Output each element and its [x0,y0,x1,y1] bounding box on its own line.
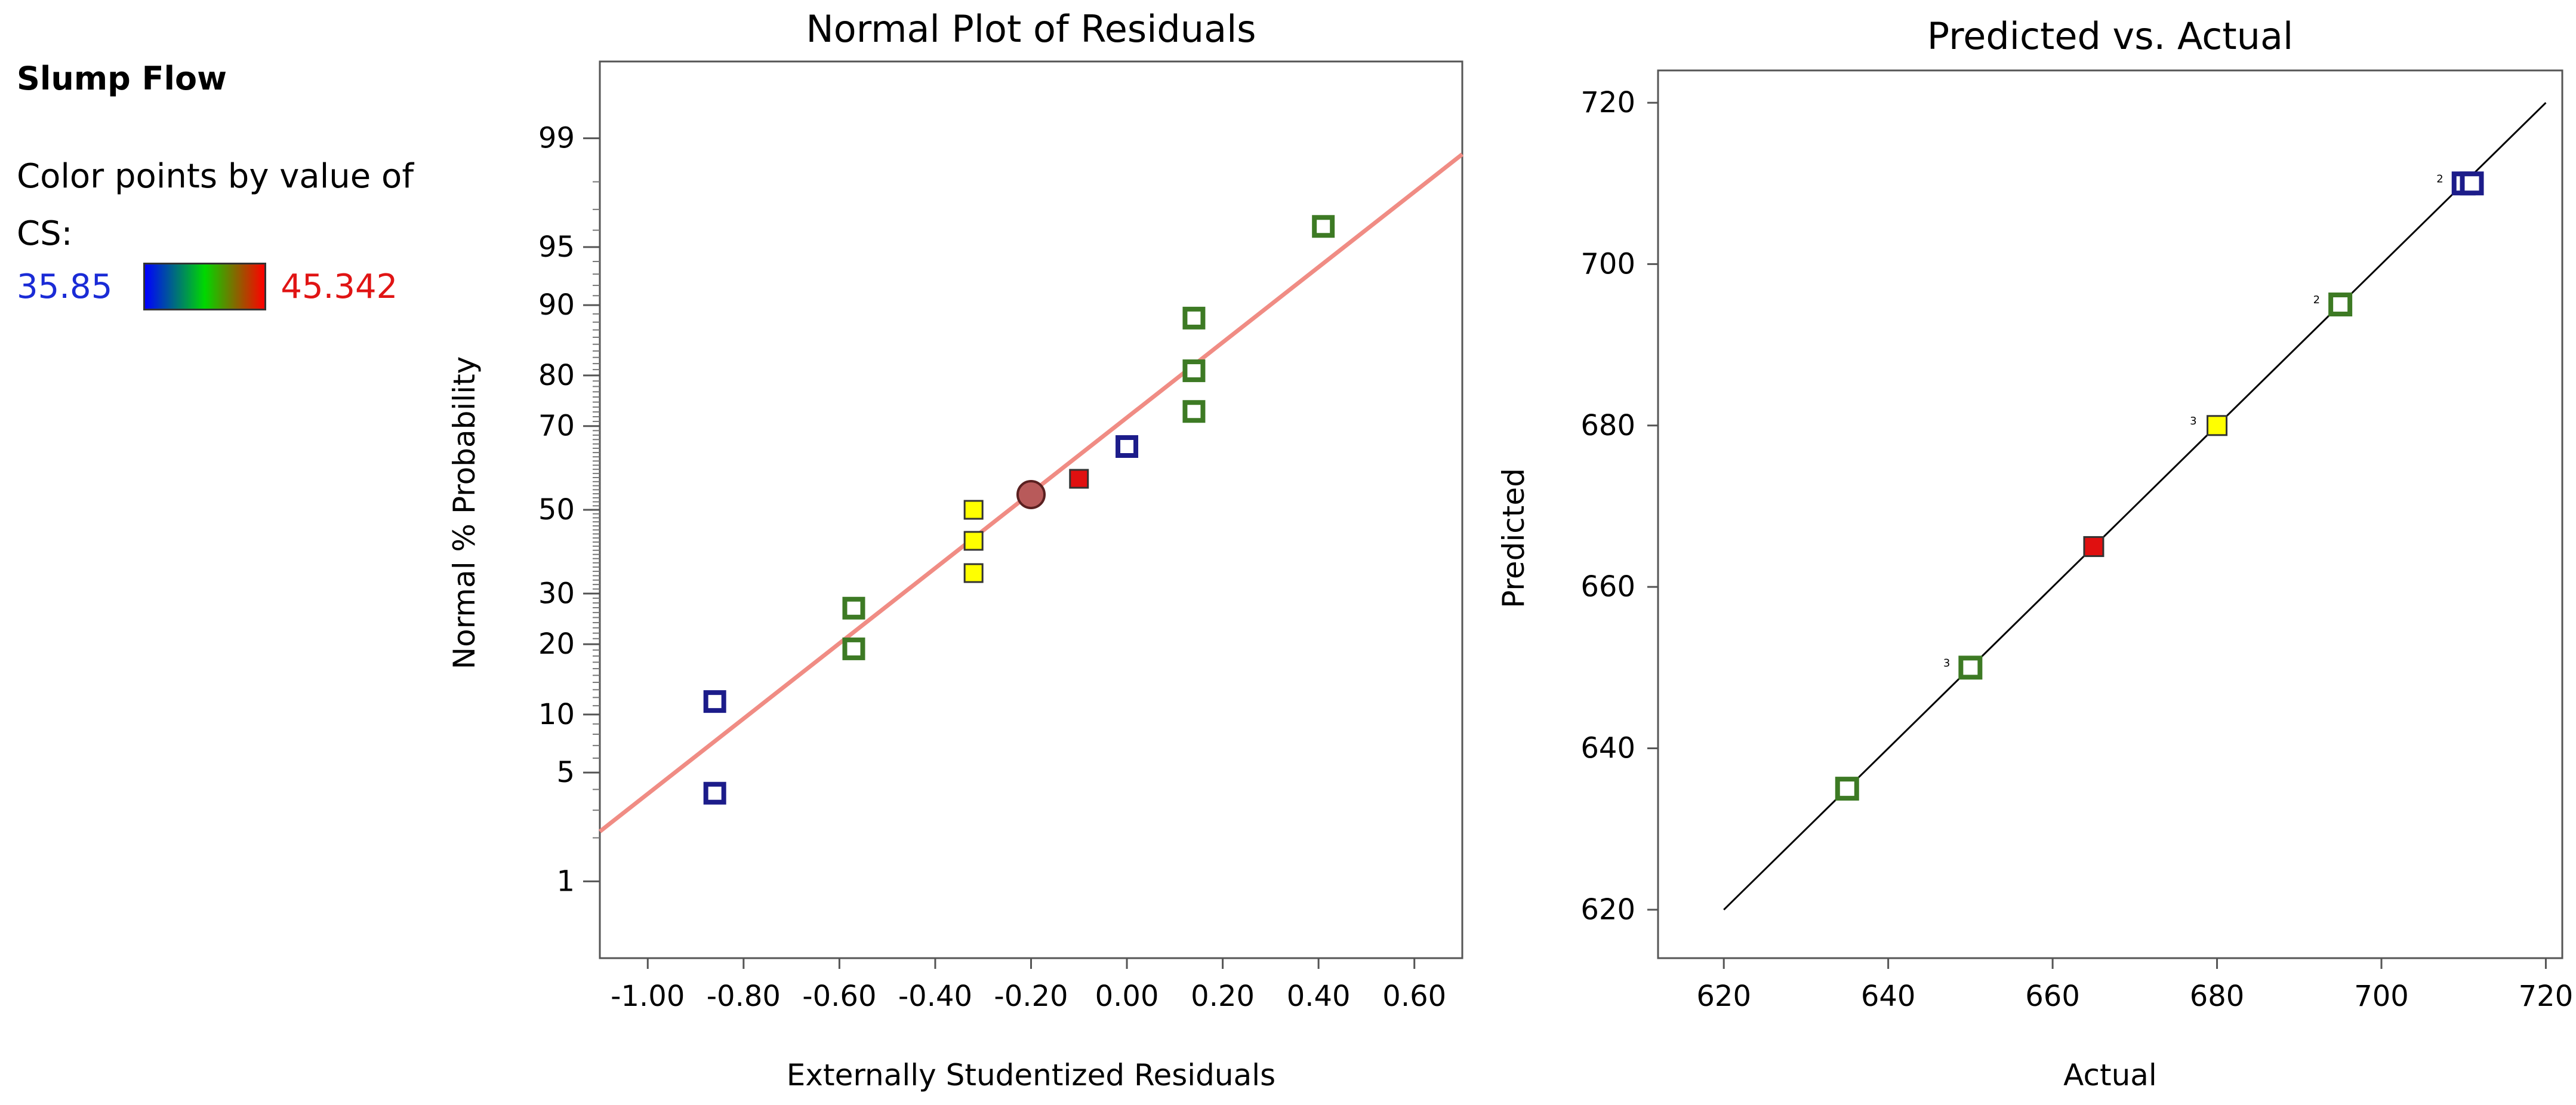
point-count-label: 2 [2313,294,2320,306]
y-tick-label: 10 [538,698,575,731]
y-tick-label: 5 [556,756,575,789]
data-point [1958,655,1983,680]
x-tick-label: 720 [2519,980,2574,1013]
legend-variable: CS: [17,214,73,253]
legend-color-label: Color points by value of [17,157,414,196]
normal-plot-chart: -1.00 -0.80 -0.60 -0.40 -0.20 0.00 0.20 0.40 0.6… [447,7,1464,1092]
data-point [963,531,984,551]
x-tick-label: 680 [2190,980,2245,1013]
x-tick-label: 620 [1696,980,1751,1013]
data-point [2328,293,2353,317]
data-point [1182,359,1206,383]
y-tick-label: 680 [1580,409,1635,442]
y-tick-label: 20 [538,627,575,661]
data-point [1835,777,1859,801]
data-point [1312,215,1335,238]
x-tick-label: 660 [2025,980,2080,1013]
y-axis-label: Predicted [1496,468,1531,608]
y-tick-label: 620 [1580,893,1635,927]
reference-line [1723,102,2547,910]
data-point [842,637,865,660]
chart-title: Normal Plot of Residuals [806,7,1256,51]
x-tick-label: -0.40 [898,980,972,1013]
point-count-label: 3 [2190,415,2196,427]
x-tick-label: 0.20 [1191,980,1255,1013]
legend-min: 35.85 [17,267,113,306]
data-point [1069,469,1089,489]
y-tick-label: 720 [1580,86,1635,119]
x-axis-label: Actual [2063,1058,2157,1092]
y-tick-label: 70 [538,410,575,443]
x-tick-label: 700 [2354,980,2409,1013]
predicted-vs-actual-chart: 620 640 660 680 700 720 620 640 660 680 700 720 3 3 2 2… [1496,14,2573,1092]
data-point [703,781,726,805]
data-point [842,596,865,620]
chart-title: Predicted vs. Actual [1927,14,2293,58]
x-tick-label: 0.60 [1382,980,1446,1013]
data-point [1116,435,1139,458]
y-axis-label: Normal % Probability [447,356,482,670]
x-tick-label: 0.40 [1287,980,1351,1013]
y-tick-label: 50 [538,493,575,527]
y-tick-label: 660 [1580,570,1635,604]
data-point [1182,400,1206,423]
data-point [963,500,984,520]
legend-max: 45.342 [281,267,398,306]
point-count-label: 3 [1943,657,1950,669]
legend-title: Slump Flow [17,60,227,97]
x-tick-label: -0.80 [707,980,781,1013]
y-tick-label: 90 [538,288,575,322]
data-point [2207,415,2228,436]
x-tick-label: 640 [1861,980,1916,1013]
x-axis-label: Externally Studentized Residuals [787,1058,1275,1092]
data-point [2083,536,2104,558]
y-tick-label: 95 [538,230,575,264]
plot-frame [599,60,1463,959]
x-tick-label: -0.60 [802,980,876,1013]
y-tick-label: 99 [538,122,575,155]
data-point [1182,306,1206,330]
data-point [963,563,984,583]
legend-gradient-bar [143,263,267,310]
y-tick-label: 30 [538,577,575,610]
y-tick-label: 80 [538,359,575,392]
y-tick-label: 1 [556,864,575,898]
y-tick-label: 640 [1580,732,1635,765]
plot-frame [1657,69,2563,959]
y-tick-label: 700 [1580,247,1635,281]
x-tick-label: 0.00 [1095,980,1159,1013]
legend-scale: 35.85 45.342 [17,263,414,310]
x-tick-label: -0.20 [994,980,1068,1013]
color-legend: Slump Flow Color points by value of CS: … [17,60,414,310]
data-point [1016,479,1046,509]
data-point [703,690,726,713]
point-count-label: 2 [2436,173,2443,185]
x-tick-label: -1.00 [611,980,685,1013]
data-point [2460,171,2484,196]
